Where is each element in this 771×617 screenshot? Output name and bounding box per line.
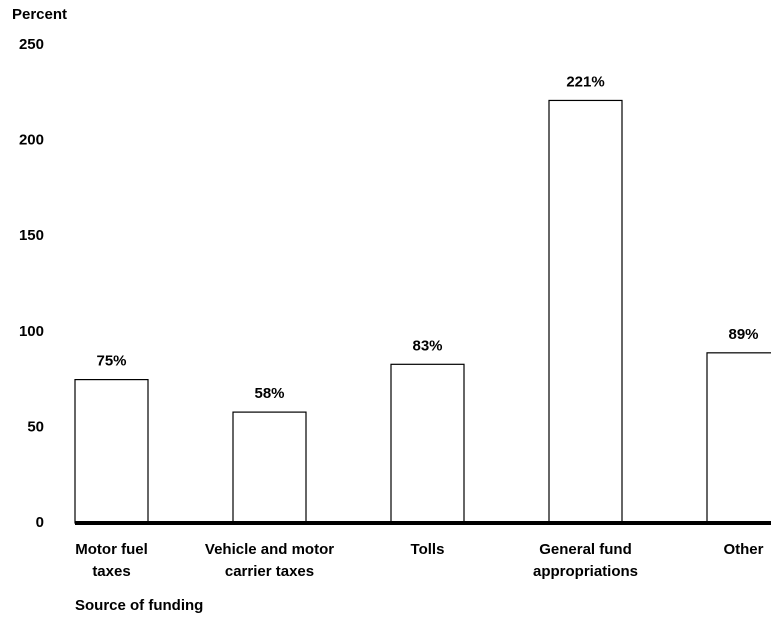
- y-tick-label: 100: [19, 323, 44, 340]
- value-label: 75%: [96, 353, 126, 370]
- value-label: 83%: [412, 337, 442, 354]
- value-label: 89%: [728, 326, 758, 343]
- bar: [548, 99, 623, 524]
- y-tick-label: 250: [19, 36, 44, 53]
- bar: [74, 379, 149, 524]
- x-axis-label: Source of funding: [75, 597, 203, 614]
- y-tick-label: 50: [27, 418, 44, 435]
- y-tick-label: 0: [36, 514, 44, 531]
- x-tick-label: Other: [723, 541, 764, 558]
- x-tick-label: General fund appropriations: [532, 541, 638, 580]
- x-tick-label: Vehicle and motor carrier taxes: [204, 541, 335, 580]
- x-tick-label: Tolls: [410, 541, 445, 558]
- bar: [390, 363, 465, 524]
- bar: [232, 411, 307, 524]
- x-tick-label: Motor fuel taxes: [75, 541, 148, 580]
- bar: [706, 352, 771, 524]
- value-label: 58%: [254, 385, 284, 402]
- y-tick-label: 150: [19, 227, 44, 244]
- y-axis-label: Percent: [12, 6, 67, 23]
- value-label: 221%: [566, 73, 604, 90]
- y-tick-label: 200: [19, 132, 44, 149]
